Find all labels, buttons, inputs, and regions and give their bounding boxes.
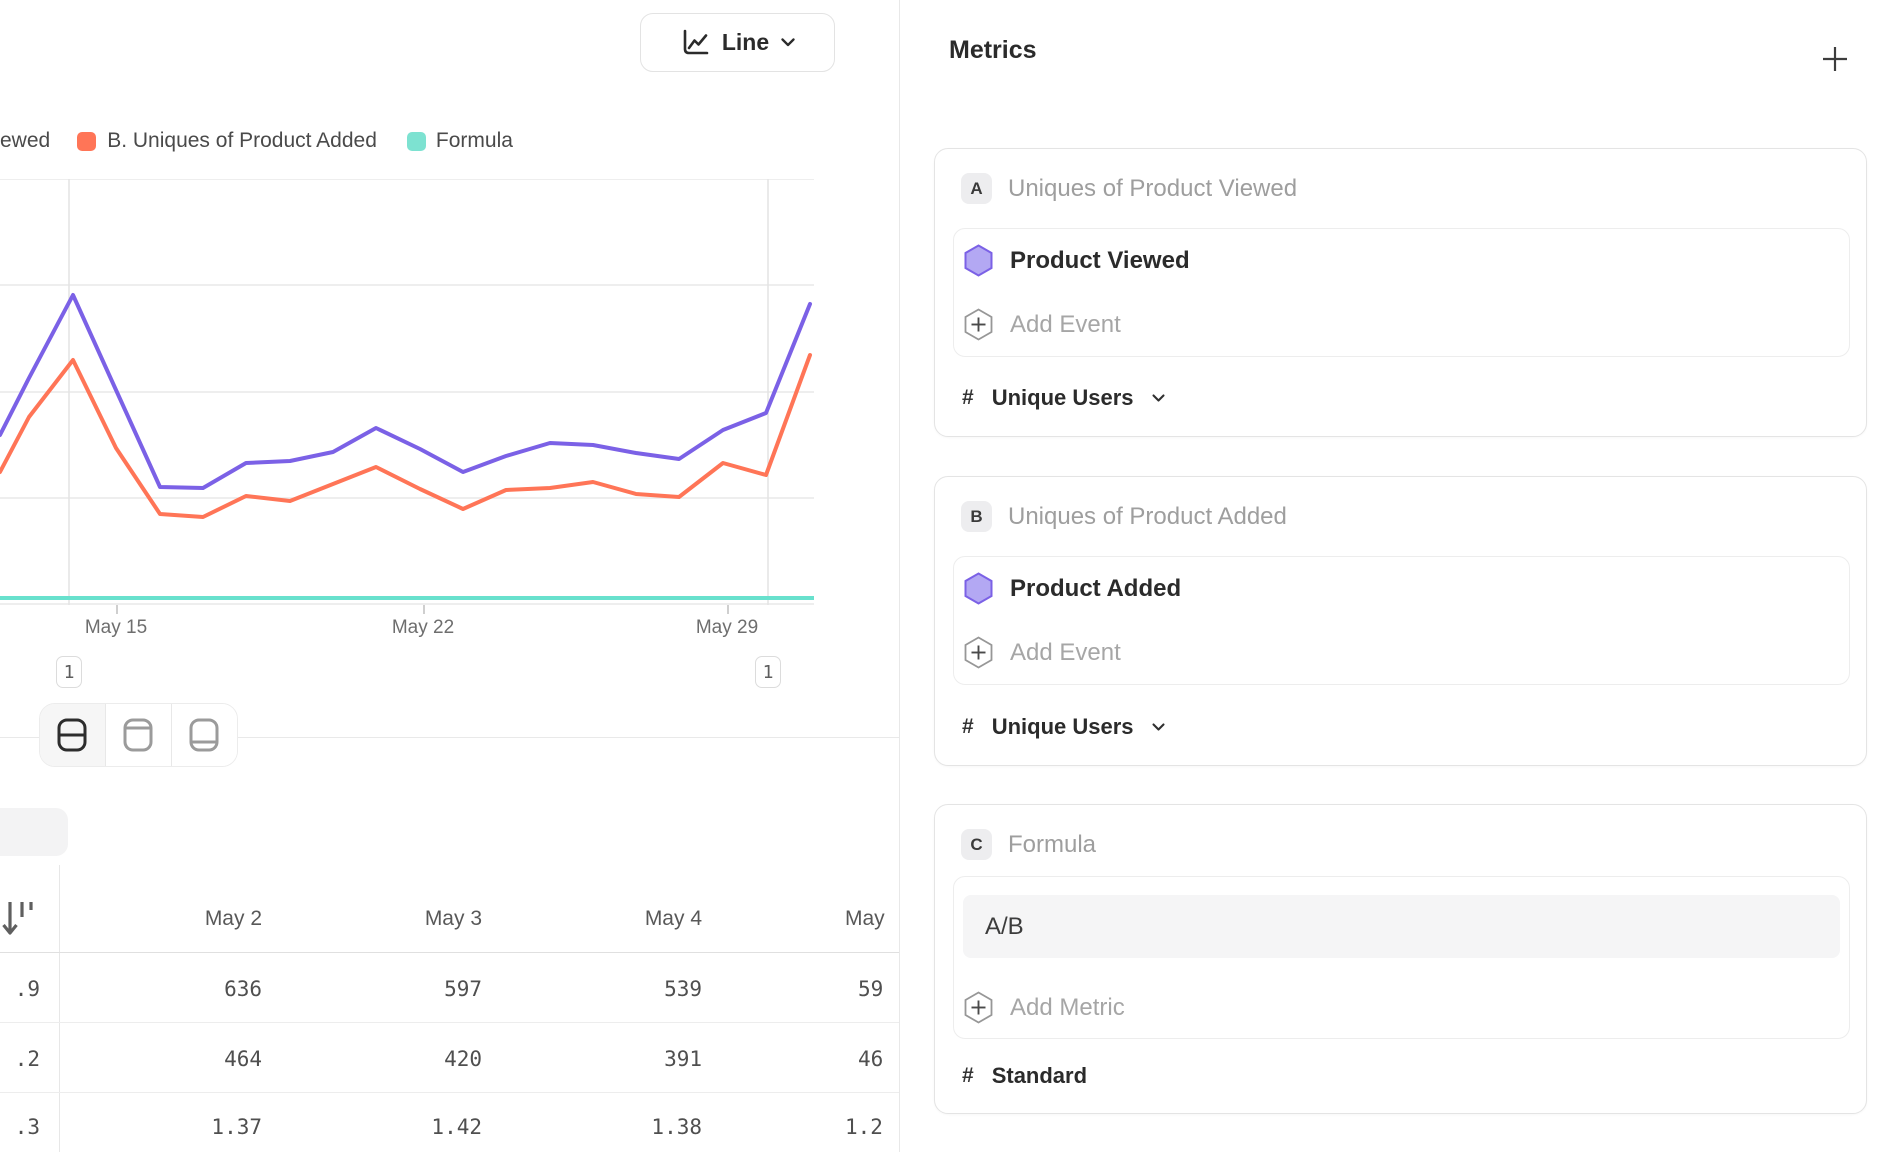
row-label-clipped: .3 <box>14 1115 40 1139</box>
annotation-badge[interactable]: 1 <box>755 656 781 688</box>
event-row[interactable]: Product Viewed <box>964 244 1190 277</box>
row-border <box>0 1092 899 1093</box>
counting-method-dropdown[interactable]: # Unique Users <box>962 714 1165 740</box>
row-label-clipped: .9 <box>14 977 40 1001</box>
metric-title: Uniques of Product Viewed <box>1008 174 1298 202</box>
event-name: Product Added <box>1010 574 1182 602</box>
add-event-label: Add Event <box>1010 310 1121 338</box>
table-cell: 464 <box>224 1047 262 1071</box>
chevron-down-icon <box>1151 394 1165 402</box>
column-header-clipped[interactable]: May <box>845 907 885 930</box>
metric-badge-a: A <box>961 173 992 204</box>
table-cell: 420 <box>444 1047 482 1071</box>
layout-toggle-group <box>39 703 238 767</box>
metric-badge-b: B <box>961 501 992 532</box>
row-border <box>0 1022 899 1023</box>
section-divider <box>0 737 899 738</box>
table-cell: 1.38 <box>651 1115 702 1139</box>
hash-icon: # <box>962 386 974 409</box>
add-event-label: Add Event <box>1010 638 1121 666</box>
table-cell: 1.42 <box>431 1115 482 1139</box>
hash-icon: # <box>962 715 974 738</box>
line-chart-canvas <box>0 179 814 605</box>
column-header[interactable]: May 3 <box>424 907 482 930</box>
metric-card-c: C Formula A/B Add Metric # Standard <box>934 804 1867 1114</box>
event-hexagon-icon <box>964 244 993 277</box>
chart-type-button[interactable]: Line <box>640 13 835 72</box>
table-cell-clipped: 59 <box>858 977 884 1001</box>
table-cell: 597 <box>444 977 482 1001</box>
x-axis-label: May 22 <box>391 617 455 638</box>
add-metric-row[interactable]: Add Metric <box>964 991 1125 1024</box>
bottom-panel-icon <box>189 718 218 752</box>
add-metric-label: Add Metric <box>1010 993 1125 1021</box>
add-metric-plus-icon[interactable] <box>1820 44 1850 74</box>
chart-legend: ewed B. Uniques of Product Added Formula <box>0 125 899 157</box>
x-axis-tick <box>116 605 118 614</box>
row-label-clipped: .2 <box>14 1047 40 1071</box>
add-event-hexagon-icon <box>964 636 993 669</box>
add-event-hexagon-icon <box>964 308 993 341</box>
x-axis-tick <box>423 605 425 614</box>
metrics-panel: Metrics A Uniques of Product Viewed Prod… <box>899 0 1898 1152</box>
header-border <box>0 952 899 953</box>
sort-descending-icon[interactable] <box>1 898 37 942</box>
x-axis-label: May 15 <box>84 617 148 638</box>
annotation-badge[interactable]: 1 <box>56 656 82 688</box>
line-chart-icon <box>683 29 709 54</box>
layout-top-panel-button[interactable] <box>105 704 171 766</box>
add-event-row[interactable]: Add Event <box>964 308 1121 341</box>
x-axis-tick <box>727 605 729 614</box>
x-axis-label: May 29 <box>695 617 759 638</box>
table-cell-clipped: 1.2 <box>845 1115 883 1139</box>
table-cell: 391 <box>664 1047 702 1071</box>
add-event-row[interactable]: Add Event <box>964 636 1121 669</box>
chevron-down-icon <box>1151 723 1165 731</box>
table-cell: 1.37 <box>211 1115 262 1139</box>
event-name: Product Viewed <box>1010 246 1190 274</box>
hash-icon: # <box>962 1064 974 1087</box>
legend-swatch-formula <box>406 131 426 151</box>
legend-swatch-b <box>77 131 97 151</box>
formula-type-row[interactable]: # Standard <box>962 1063 1088 1088</box>
column-separator <box>59 865 60 1152</box>
legend-item-a-clipped[interactable]: ewed <box>0 129 51 152</box>
formula-input[interactable]: A/B <box>963 895 1840 958</box>
metrics-panel-title: Metrics <box>949 36 1037 64</box>
legend-item-b[interactable]: B. Uniques of Product Added <box>107 129 377 152</box>
top-panel-icon <box>123 718 152 752</box>
line-chart[interactable]: May 15 May 22 May 29 1 1 <box>0 0 899 740</box>
chart-type-label: Line <box>721 29 770 55</box>
event-hexagon-icon <box>964 572 993 605</box>
report-left-pane: Line ewed B. Uniques of Product Added Fo… <box>0 0 899 1152</box>
legend-item-formula[interactable]: Formula <box>435 129 513 152</box>
layout-split-button[interactable] <box>40 704 105 766</box>
event-row[interactable]: Product Added <box>964 572 1181 605</box>
counting-method-dropdown[interactable]: # Unique Users <box>962 385 1165 411</box>
chevron-down-icon <box>781 38 795 47</box>
metric-badge-c: C <box>961 829 992 860</box>
table-cell: 539 <box>664 977 702 1001</box>
metric-title: Uniques of Product Added <box>1008 502 1287 530</box>
clipped-control-fragment[interactable] <box>0 808 68 856</box>
table-cell-clipped: 46 <box>858 1047 884 1071</box>
column-header[interactable]: May 2 <box>204 907 262 930</box>
table-cell: 636 <box>224 977 262 1001</box>
add-metric-hexagon-icon <box>964 991 993 1024</box>
metric-card-a: A Uniques of Product Viewed Product View… <box>934 148 1867 437</box>
layout-bottom-panel-button[interactable] <box>171 704 237 766</box>
column-header[interactable]: May 4 <box>644 907 702 930</box>
data-table: May 2 May 3 May 4 May .9 636 597 539 59 … <box>0 860 899 1152</box>
metric-title: Formula <box>1008 830 1097 858</box>
metric-card-b: B Uniques of Product Added Product Added… <box>934 476 1867 766</box>
split-view-icon <box>57 718 86 752</box>
